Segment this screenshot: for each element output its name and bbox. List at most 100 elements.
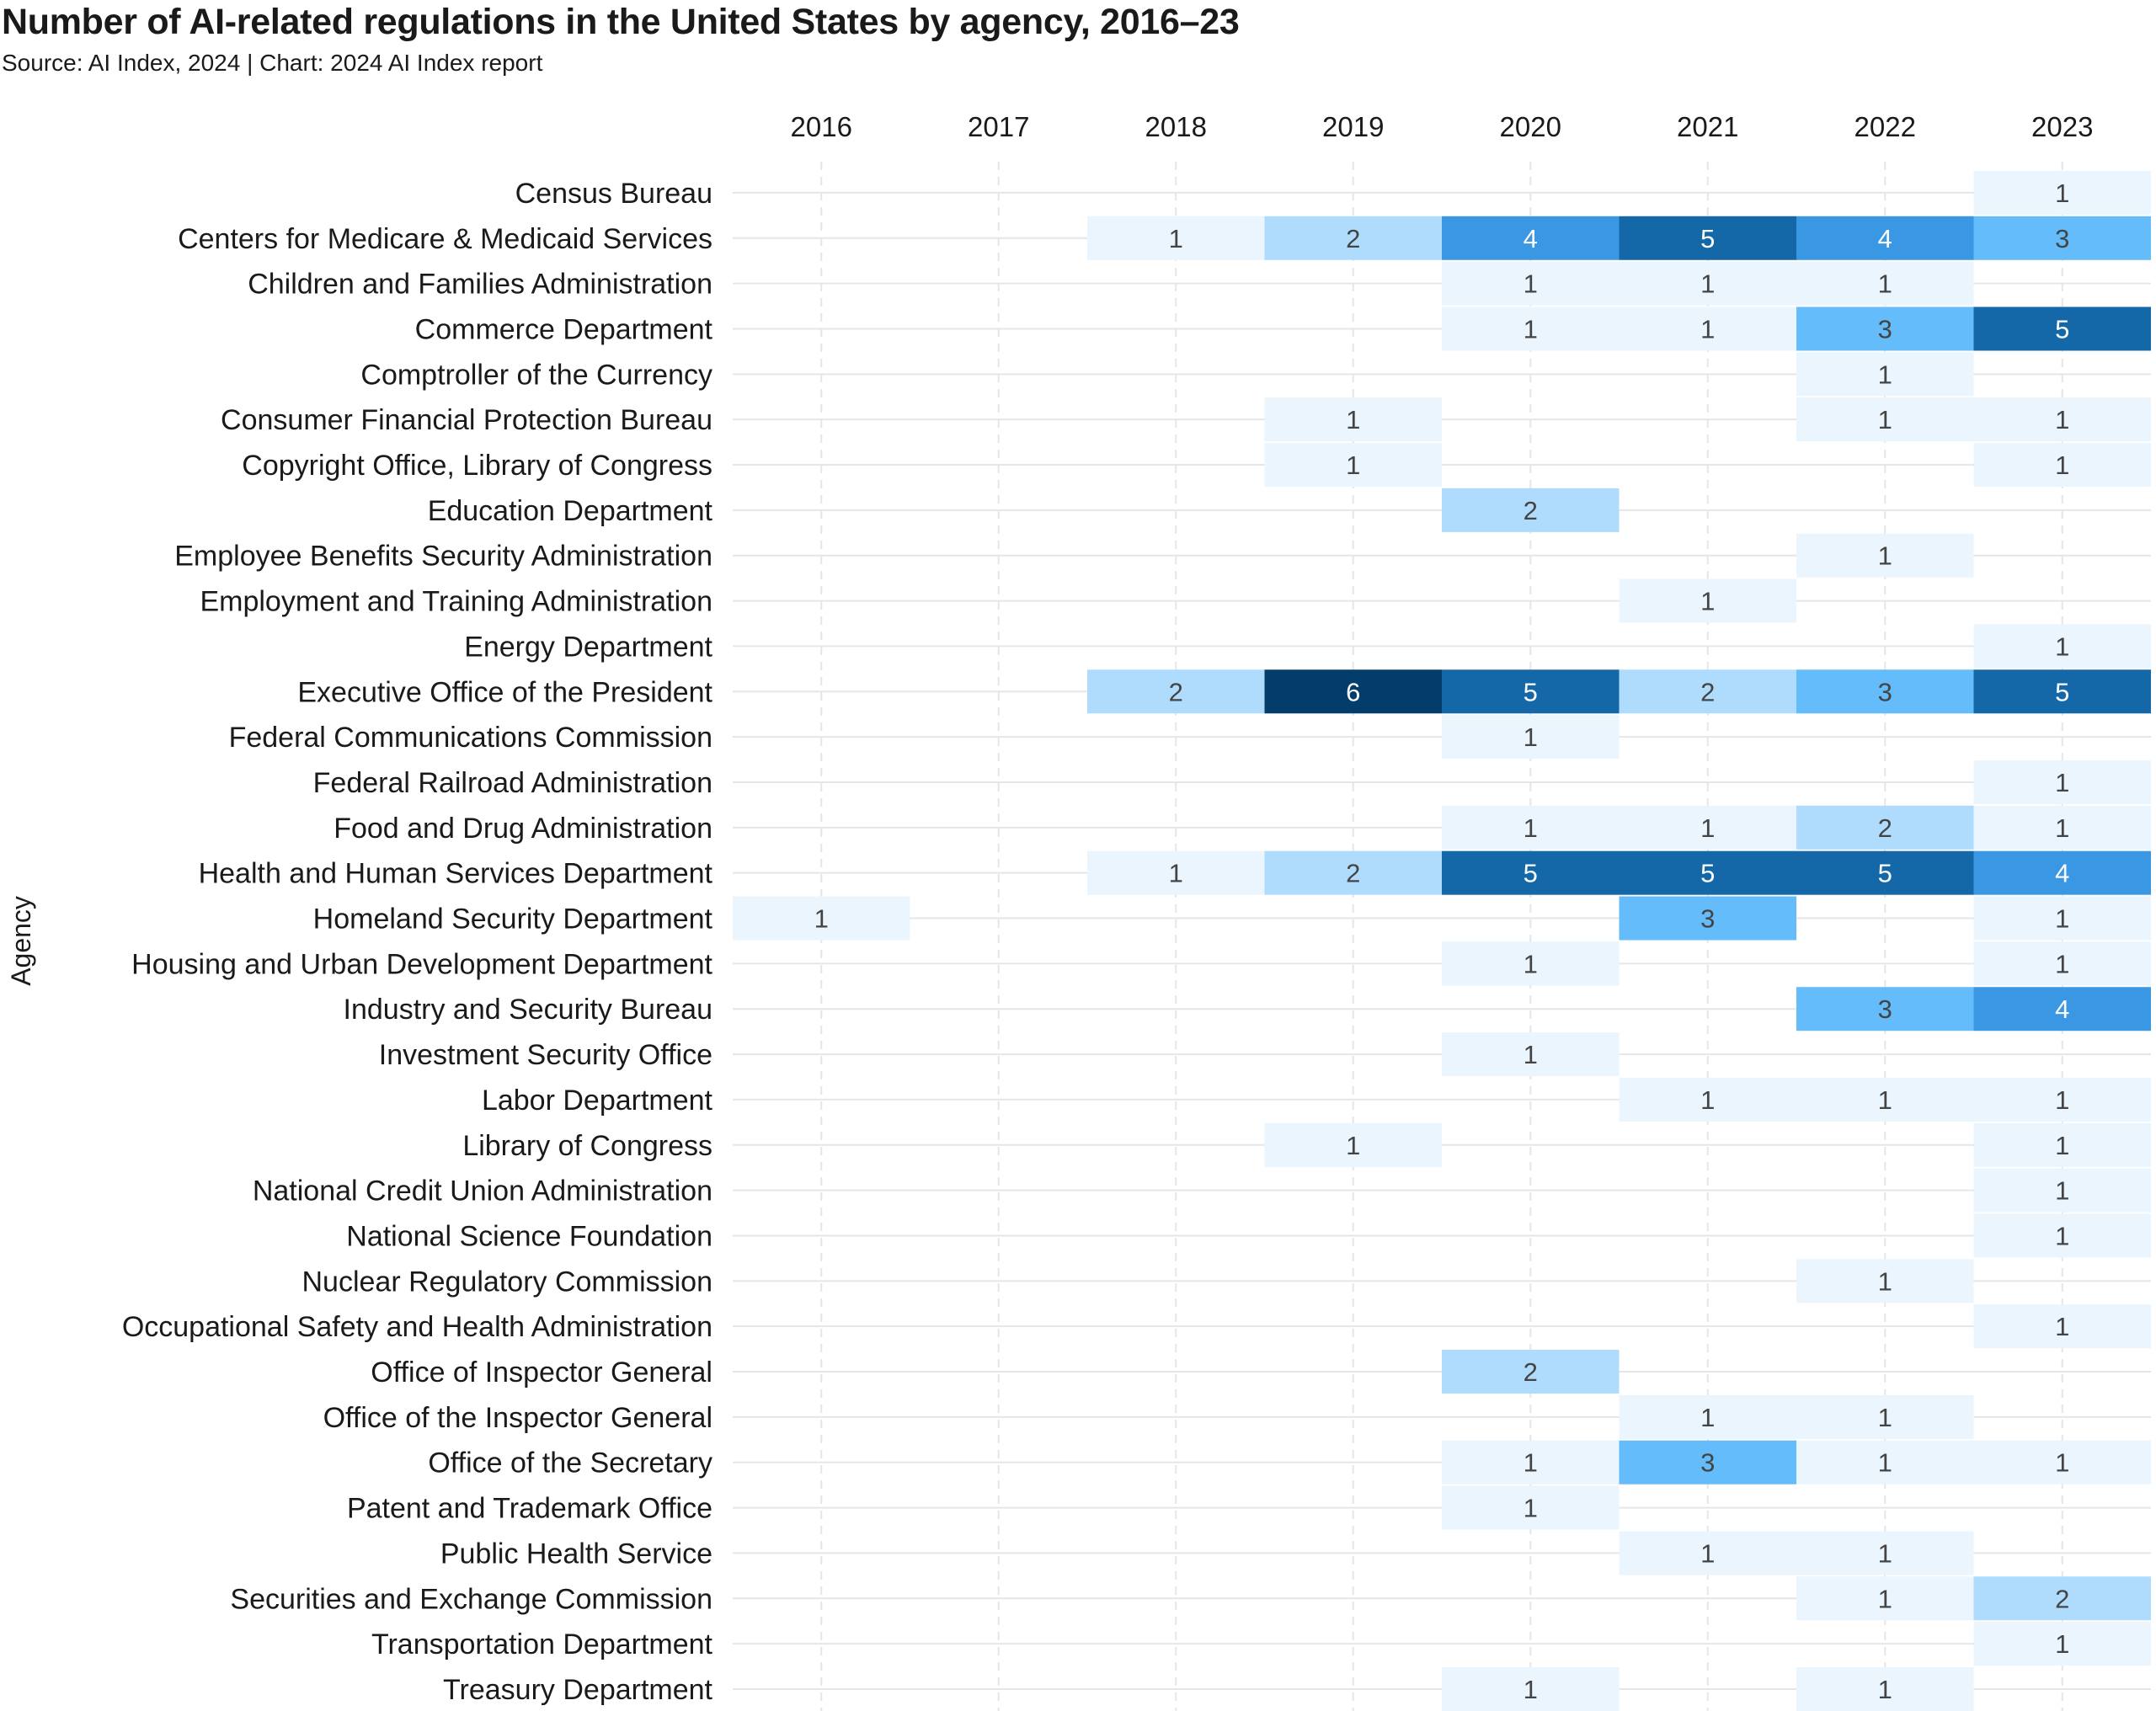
cell-value-label: 3 — [1700, 1448, 1715, 1478]
y-axis-title: Agency — [6, 896, 36, 986]
y-tick-label: Energy Department — [464, 631, 712, 663]
heatmap-cell — [1796, 1440, 1974, 1484]
heatmap-cell — [1264, 216, 1442, 260]
heatmap-cell — [1973, 941, 2151, 986]
heatmap-cell — [1442, 850, 1620, 895]
heatmap-cell — [1796, 397, 1974, 442]
cell-value-label: 5 — [1700, 224, 1715, 253]
y-tick-label: Commerce Department — [415, 313, 713, 345]
cell-value-label: 1 — [1700, 1538, 1715, 1568]
heatmap-cell — [1973, 1304, 2151, 1349]
cell-value-label: 1 — [1169, 859, 1183, 888]
cell-value-label: 1 — [1524, 722, 1538, 752]
heatmap-cell — [1619, 896, 1796, 941]
heatmap-cell — [1619, 850, 1796, 895]
heatmap-cell — [1796, 669, 1974, 714]
cell-value-label: 1 — [1878, 1448, 1892, 1478]
cell-value-label: 1 — [1700, 314, 1715, 344]
heatmap-cell — [1442, 1666, 1620, 1711]
heatmap-cell — [1973, 805, 2151, 850]
cell-value-label: 1 — [1878, 1675, 1892, 1704]
y-tick-label: Securities and Exchange Commission — [230, 1583, 712, 1615]
chart-title: Number of AI-related regulations in the … — [2, 2, 1240, 42]
cell-value-label: 1 — [814, 904, 829, 934]
cell-value-label: 1 — [2055, 179, 2069, 208]
cell-value-label: 1 — [1878, 1538, 1892, 1568]
heatmap-cell — [1619, 216, 1796, 260]
heatmap-cell — [1973, 760, 2151, 804]
heatmap-cell — [1796, 850, 1974, 895]
heatmap-cell — [1619, 1394, 1796, 1439]
heatmap-cell — [1442, 805, 1620, 850]
y-tick-label: Executive Office of the President — [297, 676, 712, 708]
cell-value-label: 2 — [1700, 677, 1715, 706]
cell-value-label: 3 — [1878, 677, 1892, 706]
y-tick-label: Centers for Medicare & Medicaid Services — [178, 223, 712, 255]
cell-value-label: 1 — [2055, 450, 2069, 480]
x-tick-label: 2018 — [1145, 111, 1207, 142]
heatmap-cell — [1796, 1531, 1974, 1575]
y-tick-label: Nuclear Regulatory Commission — [302, 1266, 712, 1298]
cell-value-label: 1 — [1524, 269, 1538, 299]
heatmap-cell — [1973, 443, 2151, 488]
x-axis: 2016 2017 2018 2019 2020 2021 2022 2023 — [791, 111, 2094, 142]
cell-value-label: 1 — [2055, 632, 2069, 661]
x-tick-label: 2016 — [791, 111, 852, 142]
heatmap-cell — [1442, 488, 1620, 532]
cell-value-label: 3 — [1878, 314, 1892, 344]
y-tick-label: Office of the Secretary — [428, 1447, 712, 1479]
heatmap-cell — [1796, 1077, 1974, 1122]
cell-value-label: 1 — [1700, 269, 1715, 299]
heatmap-cell — [1442, 715, 1620, 760]
y-tick-label: Health and Human Services Department — [199, 858, 713, 890]
cell-value-label: 1 — [1524, 1675, 1538, 1704]
heatmap-cell — [1619, 578, 1796, 623]
y-tick-label: Education Department — [428, 495, 713, 527]
cell-value-label: 1 — [1169, 224, 1183, 253]
heatmap-cell — [1973, 1440, 2151, 1484]
cell-value-label: 2 — [1524, 1357, 1538, 1387]
y-tick-label: Treasury Department — [443, 1674, 713, 1706]
cell-value-label: 1 — [1700, 1403, 1715, 1432]
heatmap-cell — [1087, 850, 1265, 895]
heatmap-cell — [1973, 669, 2151, 714]
y-tick-label: Housing and Urban Development Department — [131, 948, 712, 980]
x-tick-label: 2017 — [968, 111, 1029, 142]
heatmap-cell — [1973, 987, 2151, 1031]
cell-value-label: 2 — [1169, 677, 1183, 706]
cell-value-label: 1 — [1524, 1040, 1538, 1069]
y-tick-label: Employee Benefits Security Administratio… — [174, 541, 712, 573]
cell-value-label: 3 — [2055, 224, 2069, 253]
heatmap-cell — [1442, 1485, 1620, 1530]
heatmap-cell — [1619, 669, 1796, 714]
cell-value-label: 1 — [2055, 1448, 2069, 1478]
x-tick-label: 2019 — [1322, 111, 1384, 142]
heatmap-cell — [1973, 624, 2151, 669]
heatmap-cell — [1796, 805, 1974, 850]
cell-value-label: 1 — [1878, 1266, 1892, 1296]
y-tick-label: National Credit Union Administration — [253, 1175, 712, 1207]
heatmap-cell — [1619, 306, 1796, 351]
y-tick-label: Office of the Inspector General — [323, 1402, 712, 1434]
y-tick-label: Comptroller of the Currency — [360, 359, 712, 391]
heatmap-cell — [1796, 1259, 1974, 1303]
y-tick-label: National Science Foundation — [346, 1220, 712, 1252]
heatmap-cell — [1796, 216, 1974, 260]
cell-value-label: 1 — [2055, 904, 2069, 934]
y-tick-label: Occupational Safety and Health Administr… — [122, 1311, 712, 1343]
y-tick-label: Public Health Service — [440, 1538, 712, 1570]
heatmap-cell — [1796, 1666, 1974, 1711]
x-tick-label: 2023 — [2031, 111, 2093, 142]
cell-value-label: 1 — [2055, 1221, 2069, 1250]
cell-value-label: 1 — [2055, 1085, 2069, 1115]
cell-value-label: 5 — [1878, 859, 1892, 888]
cell-value-label: 1 — [1524, 949, 1538, 978]
cell-value-label: 4 — [1878, 224, 1892, 253]
cell-value-label: 1 — [2055, 768, 2069, 797]
y-tick-label: Food and Drug Administration — [334, 813, 712, 845]
heatmap-cell — [1796, 306, 1974, 351]
cell-value-label: 1 — [2055, 813, 2069, 843]
y-tick-label: Consumer Financial Protection Bureau — [221, 404, 712, 436]
heatmap-cell — [1442, 1440, 1620, 1484]
